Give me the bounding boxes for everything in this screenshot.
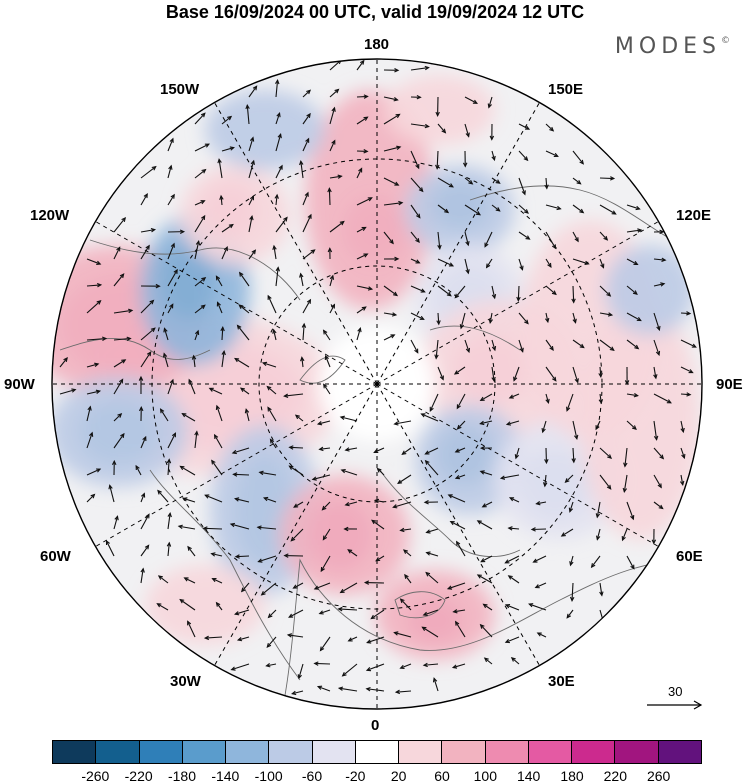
- colorbar-swatch: [356, 741, 399, 763]
- colorbar-tick-label: -260: [81, 768, 109, 784]
- anomaly-blob: [385, 75, 495, 145]
- lon-label-30e: 30E: [548, 673, 575, 690]
- polar-map: [0, 0, 750, 735]
- anomaly-blob: [580, 300, 700, 540]
- anomaly-blob: [48, 377, 188, 487]
- map-disk: [20, 54, 707, 720]
- colorbar-swatch: [53, 741, 96, 763]
- colorbar-tick-label: -220: [125, 768, 153, 784]
- colorbar-tick-label: 260: [647, 768, 670, 784]
- anomaly-blob: [280, 475, 410, 595]
- colorbar-swatch: [96, 741, 139, 763]
- lon-label-90e: 90E: [716, 376, 743, 393]
- lon-label-60w: 60W: [40, 548, 71, 565]
- colorbar-tick-label: 220: [604, 768, 627, 784]
- colorbar-swatch: [140, 741, 183, 763]
- colorbar-tick-label: -100: [255, 768, 283, 784]
- colorbar-swatch: [183, 741, 226, 763]
- reference-vector-arrow: [643, 683, 705, 715]
- colorbar-swatch: [226, 741, 269, 763]
- colorbar-tick-label: 140: [517, 768, 540, 784]
- colorbar-tick-label: -180: [168, 768, 196, 784]
- colorbar-swatch: [486, 741, 529, 763]
- colorbar-swatch: [399, 741, 442, 763]
- lon-label-30w: 30W: [170, 673, 201, 690]
- colorbar-tick-label: 180: [560, 768, 583, 784]
- lon-label-150e: 150E: [548, 81, 583, 98]
- lon-label-0: 0: [371, 717, 379, 734]
- colorbar-swatch: [529, 741, 572, 763]
- lon-label-60e: 60E: [676, 548, 703, 565]
- lon-label-120w: 120W: [30, 207, 69, 224]
- colorbar-ticks: -260 -220 -180 -140 -100 -60 -20 20 60 100 140 180 2…: [0, 768, 750, 784]
- lon-label-120e: 120E: [676, 207, 711, 224]
- colorbar-tick-label: -140: [211, 768, 239, 784]
- lon-label-180: 180: [364, 36, 389, 53]
- colorbar: [52, 740, 702, 764]
- colorbar-swatch: [313, 741, 356, 763]
- colorbar-swatch: [572, 741, 615, 763]
- anomaly-blob: [145, 565, 265, 645]
- lon-label-90w: 90W: [4, 376, 35, 393]
- lon-label-150w: 150W: [160, 81, 199, 98]
- colorbar-tick-label: 20: [391, 768, 407, 784]
- colorbar-tick-label: -60: [302, 768, 322, 784]
- anomaly-blob: [605, 245, 695, 335]
- colorbar-swatch: [269, 741, 312, 763]
- colorbar-tick-label: 60: [434, 768, 450, 784]
- colorbar-swatch: [659, 741, 701, 763]
- colorbar-swatch: [442, 741, 485, 763]
- colorbar-tick-label: 100: [474, 768, 497, 784]
- colorbar-swatch: [615, 741, 658, 763]
- colorbar-tick-label: -20: [345, 768, 365, 784]
- anomaly-blob: [205, 90, 325, 170]
- anomaly-blob: [375, 570, 495, 660]
